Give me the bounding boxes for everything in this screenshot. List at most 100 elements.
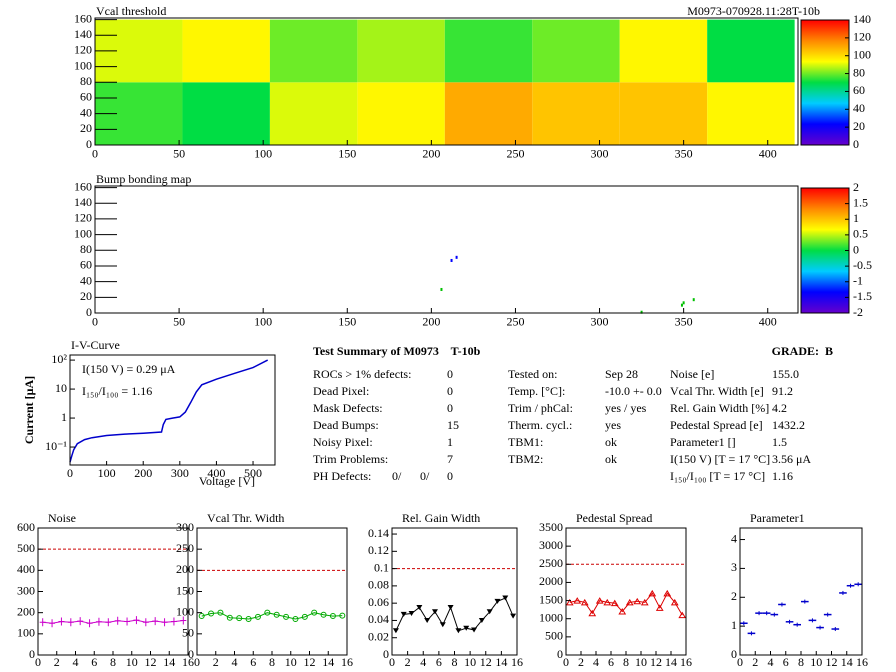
heatmap-cell: [532, 19, 620, 83]
marker: [580, 598, 589, 606]
heatmap-cell: [444, 82, 533, 145]
x-tick-label: 10: [810, 655, 822, 669]
y-tick-label: 20: [80, 121, 92, 135]
marker: [610, 599, 619, 607]
marker: [180, 616, 187, 625]
pixel-point: [680, 303, 683, 307]
x-tick-label: 200: [422, 147, 440, 161]
summary-label: TBM2:: [508, 452, 543, 466]
x-tick-label: 4: [232, 655, 238, 669]
marker: [588, 609, 597, 617]
marker: [124, 617, 131, 626]
colorbar-label: 120: [853, 30, 871, 44]
pixel-point: [440, 287, 443, 291]
marker: [439, 622, 446, 628]
x-tick-label: 12: [480, 655, 492, 669]
colorbar-label: 140: [853, 12, 871, 26]
x-tick-label: 2: [578, 655, 584, 669]
marker: [640, 598, 649, 606]
x-tick-label: 16: [341, 655, 353, 669]
summary-value: ok: [605, 435, 617, 449]
marker: [655, 604, 664, 611]
marker: [329, 613, 336, 620]
marker: [105, 618, 112, 627]
x-tick-label: 0: [35, 655, 41, 669]
y-tick-label: 40: [80, 105, 92, 119]
y-tick-label: 10²: [51, 352, 67, 366]
x-tick-label: 0: [67, 466, 73, 480]
marker: [49, 619, 56, 628]
marker: [595, 597, 604, 604]
y-tick-label: 0: [86, 137, 92, 151]
marker: [208, 610, 215, 617]
heatmap-cell: [357, 19, 445, 83]
x-tick-label: 2: [213, 655, 219, 669]
x-tick-label: 10: [285, 655, 297, 669]
y-tick-label: 300: [176, 520, 194, 534]
summary-value: 15: [447, 418, 459, 432]
marker: [320, 611, 327, 618]
x-tick-label: 150: [338, 315, 356, 329]
data-line: [42, 619, 184, 624]
heatmap-cell: [269, 82, 358, 145]
y-tick-label: 10: [55, 381, 67, 395]
summary-value: yes: [605, 418, 621, 432]
x-axis-label: Voltage [V]: [199, 474, 255, 488]
marker: [392, 628, 399, 634]
marker: [58, 617, 65, 626]
x-tick-label: 12: [650, 655, 662, 669]
colorbar-label: -1: [853, 274, 863, 288]
x-tick-label: 6: [250, 655, 256, 669]
colorbar: [800, 187, 850, 314]
marker: [198, 613, 205, 620]
marker: [400, 611, 407, 617]
y-tick-label: 0.06: [368, 595, 389, 609]
x-tick-label: 6: [608, 655, 614, 669]
ph-defect-value: 0/: [420, 469, 430, 483]
summary-label: Noise [e]: [670, 367, 714, 381]
marker: [67, 618, 74, 627]
summary-label: Temp. [°C]:: [508, 384, 565, 398]
y-tick-label: 0.08: [368, 578, 389, 592]
colorbar-label: 2: [853, 180, 859, 194]
x-tick-label: 0: [737, 655, 743, 669]
data-line: [69, 359, 269, 463]
y-tick-label: 60: [80, 90, 92, 104]
summary-label: Therm. cycl.:: [508, 418, 572, 432]
marker: [478, 617, 485, 623]
summary-label: Mask Defects:: [313, 401, 383, 415]
marker: [455, 628, 462, 634]
x-tick-label: 50: [173, 147, 185, 161]
summary-value: 7: [447, 452, 453, 466]
summary-label: Noisy Pixel:: [313, 435, 373, 449]
y-tick-label: 0.1: [374, 560, 389, 574]
x-tick-label: 4: [420, 655, 426, 669]
marker: [226, 614, 233, 621]
x-tick-label: 4: [593, 655, 599, 669]
marker: [424, 617, 431, 623]
y-tick-label: 0: [731, 647, 737, 661]
y-tick-label: 1: [61, 410, 67, 424]
x-tick-label: 0: [92, 147, 98, 161]
marker: [486, 609, 493, 615]
x-tick-label: 250: [506, 147, 524, 161]
ph-defect-value: 0: [447, 469, 453, 483]
marker: [86, 619, 93, 628]
summary-value: 1: [447, 435, 453, 449]
colorbar-label: 0: [853, 137, 859, 151]
marker: [670, 598, 679, 606]
marker: [273, 611, 280, 618]
x-tick-label: 12: [826, 655, 838, 669]
x-tick-label: 200: [134, 466, 152, 480]
plot-frame: [37, 527, 189, 656]
marker: [502, 595, 509, 601]
y-tick-label: 60: [80, 258, 92, 272]
y-tick-label: 4: [731, 531, 737, 545]
plot-frame: [94, 185, 799, 314]
x-tick-label: 2: [54, 655, 60, 669]
marker: [254, 613, 261, 620]
colorbar-label: -2: [853, 305, 863, 319]
marker: [170, 617, 177, 626]
y-tick-label: 160: [74, 11, 92, 25]
x-tick-label: 250: [506, 315, 524, 329]
